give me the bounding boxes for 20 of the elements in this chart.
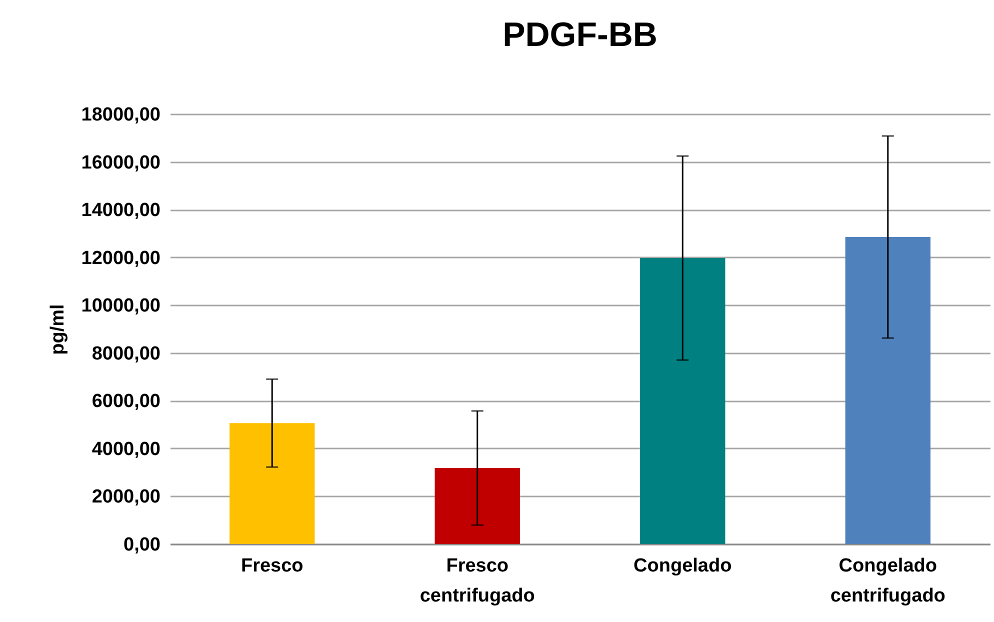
- y-tick-label: 14000,00: [81, 200, 160, 222]
- y-tick-label: 4000,00: [92, 438, 160, 460]
- x-tick-label: Fresco: [240, 556, 304, 576]
- y-axis-title: pg/ml: [47, 304, 68, 355]
- y-tick-label: 16000,00: [81, 152, 160, 174]
- chart-title: PDGF-BB: [502, 16, 658, 54]
- bar: [434, 468, 520, 544]
- x-tick-label: Fresco centrifugado: [420, 556, 535, 606]
- bar: [640, 258, 726, 544]
- x-tick-label: Congelado centrifugado: [830, 556, 946, 606]
- y-tick-label: 10000,00: [81, 296, 160, 317]
- y-tick-label: 18000,00: [81, 104, 160, 126]
- bar: [845, 237, 930, 544]
- y-tick-label: 12000,00: [81, 248, 160, 269]
- y-tick-label: 2000,00: [92, 486, 160, 508]
- bar: [230, 423, 315, 544]
- y-tick-label: 0,00: [124, 534, 160, 556]
- y-tick-label: 8000,00: [92, 343, 160, 364]
- x-tick-label: Congelado: [634, 556, 732, 576]
- y-tick-label: 6000,00: [92, 391, 160, 412]
